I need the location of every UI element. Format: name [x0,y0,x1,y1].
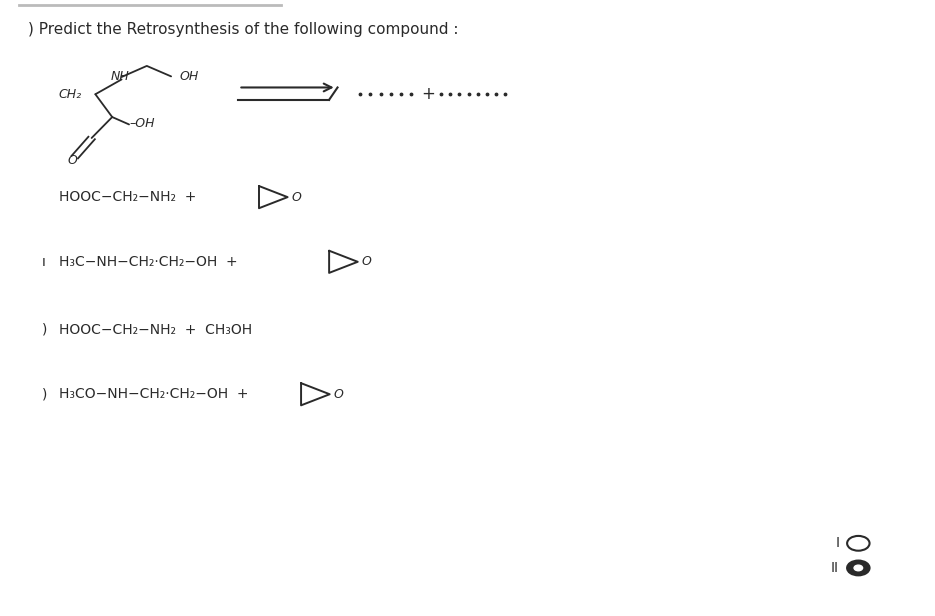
Text: –OH: –OH [130,116,155,130]
Text: HOOC−CH₂−NH₂  +  CH₃OH: HOOC−CH₂−NH₂ + CH₃OH [59,323,252,336]
Text: O: O [362,255,371,269]
Text: O: O [292,190,301,204]
Circle shape [847,561,870,575]
Text: O: O [67,153,78,167]
Text: OH: OH [180,70,199,83]
Text: ): ) [42,387,48,401]
Text: NH: NH [110,70,129,84]
Text: CH₂: CH₂ [59,87,82,101]
Text: O: O [334,387,343,401]
Text: HOOC−CH₂−NH₂  +: HOOC−CH₂−NH₂ + [59,190,196,204]
Text: ): ) [42,323,48,336]
Text: H₃C−NH−CH₂·CH₂−OH  +: H₃C−NH−CH₂·CH₂−OH + [59,255,237,269]
Text: II: II [831,561,839,575]
Text: ı: ı [42,255,46,269]
Circle shape [854,565,863,571]
Text: I: I [836,537,840,550]
Text: +: + [422,84,435,103]
Text: ) Predict the Retrosynthesis of the following compound :: ) Predict the Retrosynthesis of the foll… [28,22,458,36]
Text: H₃CO−NH−CH₂·CH₂−OH  +: H₃CO−NH−CH₂·CH₂−OH + [59,387,249,401]
